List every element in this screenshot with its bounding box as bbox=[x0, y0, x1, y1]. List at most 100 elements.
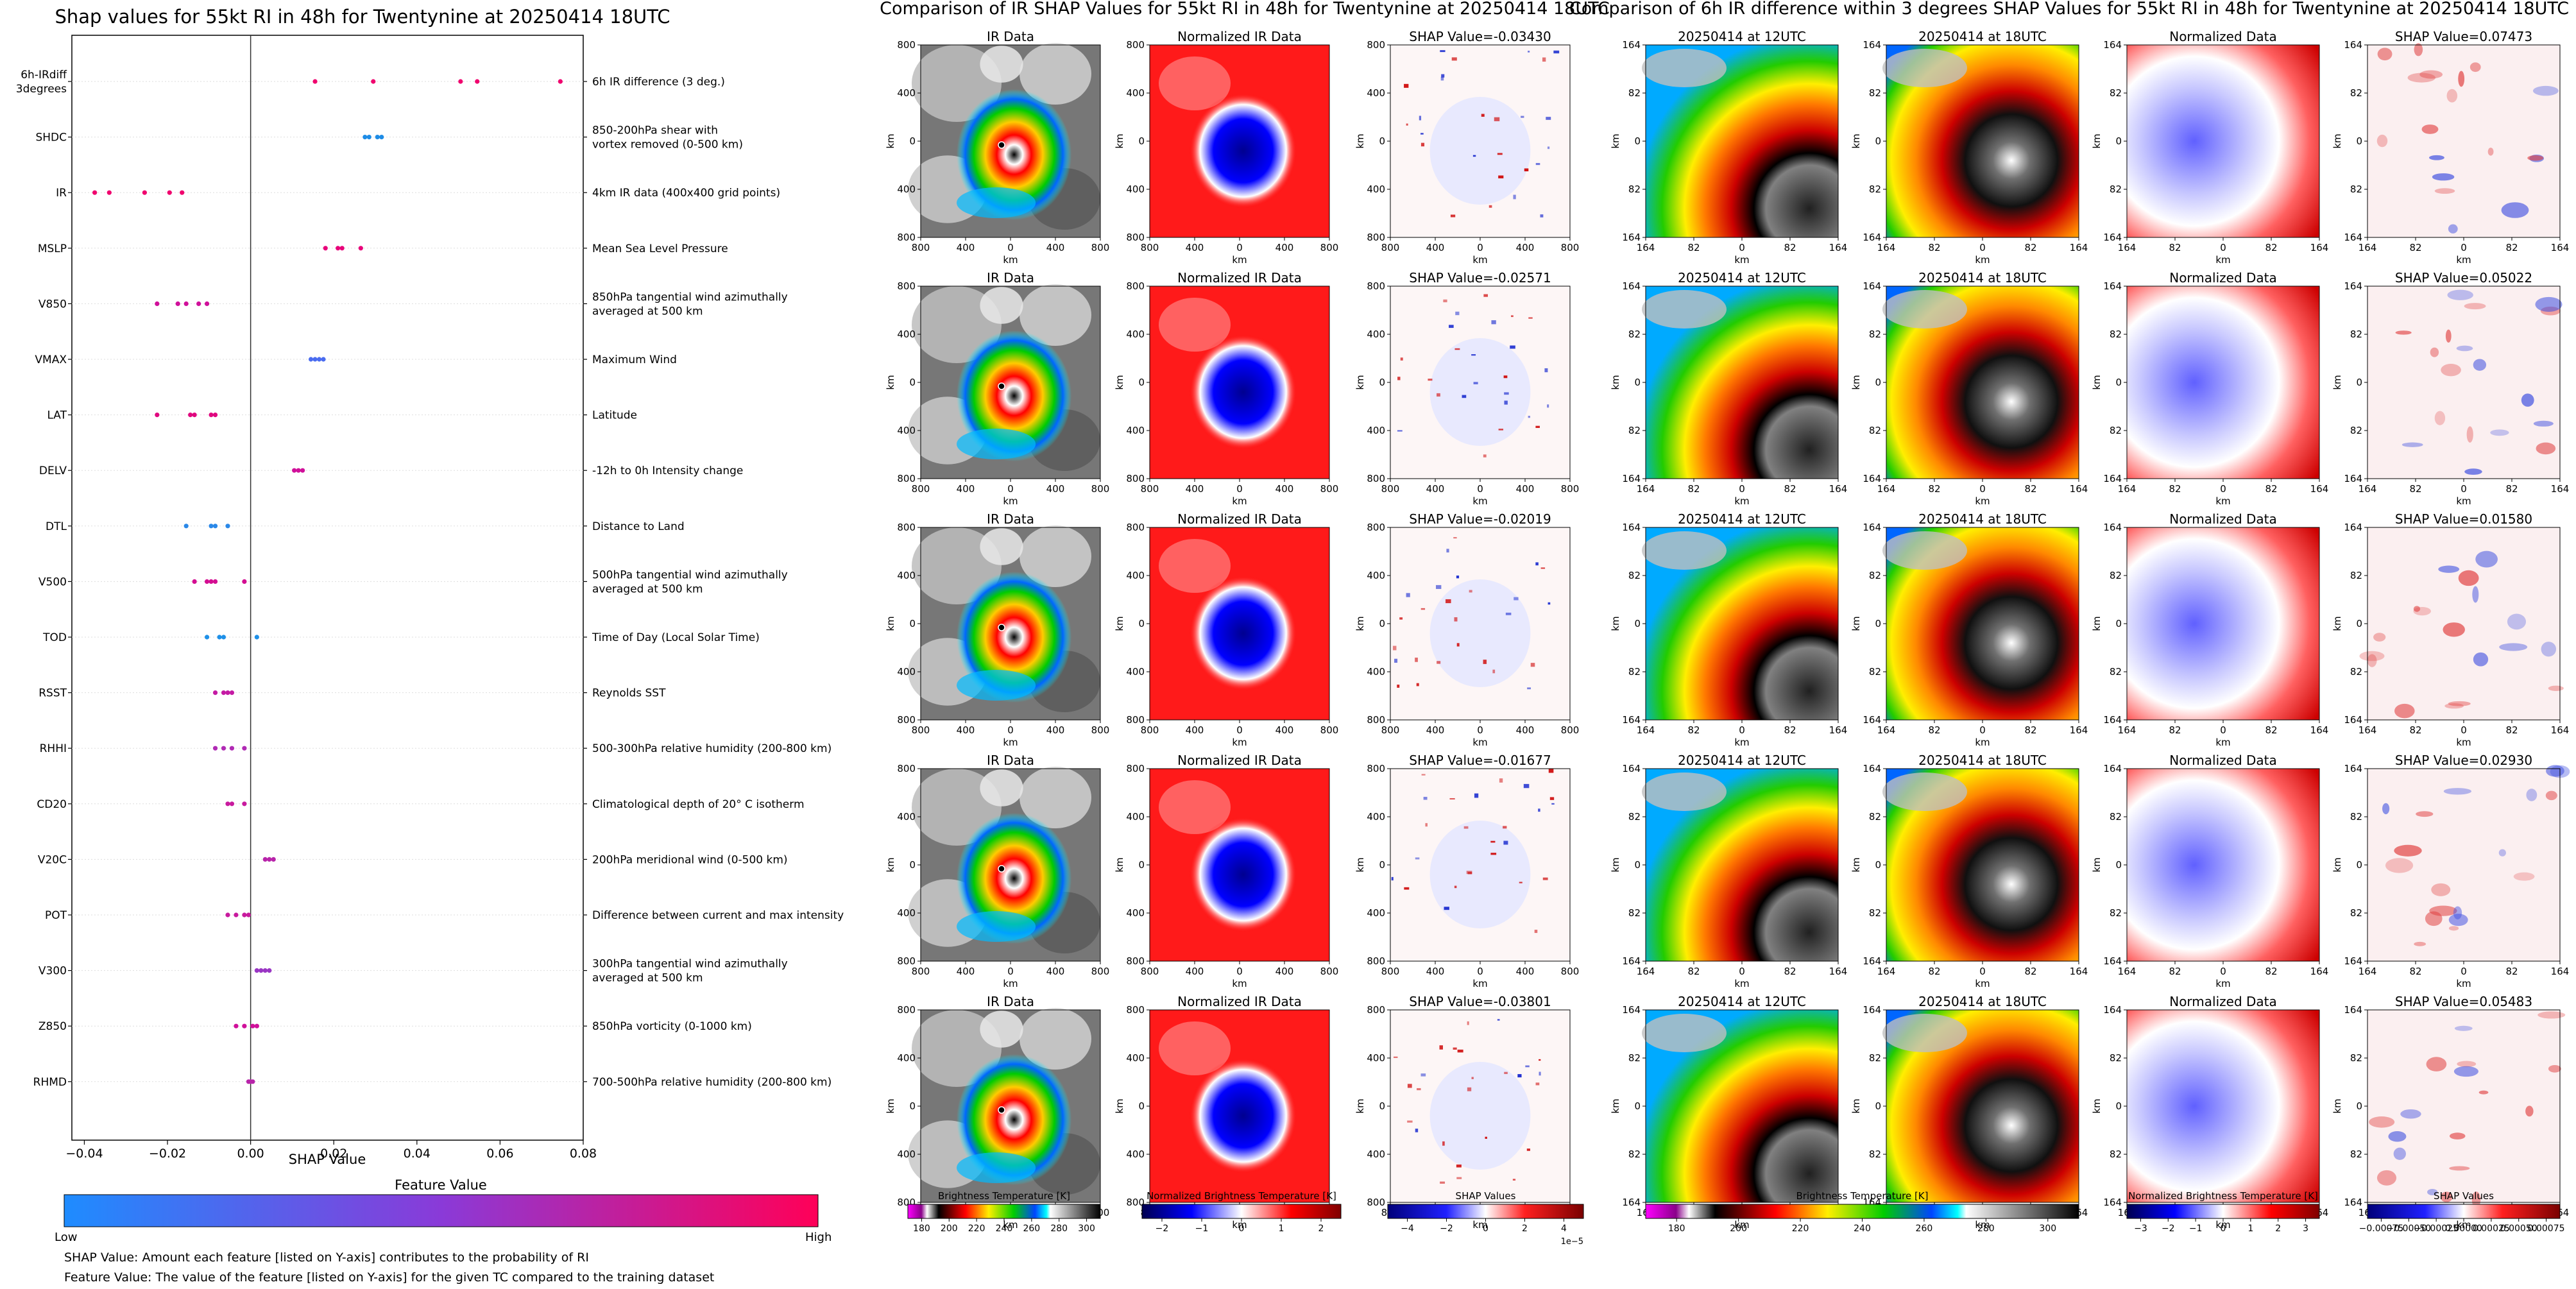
shapdiff-blob bbox=[2432, 173, 2455, 181]
x-axis-label: SHAP Value bbox=[289, 1152, 366, 1167]
colorbar-tick-label: 220 bbox=[1792, 1224, 1809, 1234]
image-panel: 20250414 at 18UTC1641648282008282164164k… bbox=[1850, 29, 2088, 266]
y-tick-label: 82 bbox=[2350, 907, 2362, 919]
ir-image-grid: IR Data80080040040000400400800800kmkmNor… bbox=[885, 29, 1579, 1231]
shapdiff-blob bbox=[2533, 420, 2554, 427]
feature-label: V20C bbox=[38, 853, 67, 866]
shap-speck bbox=[1528, 416, 1530, 418]
feature-label: TOD bbox=[42, 631, 67, 644]
normdiff-image bbox=[2127, 1010, 2319, 1202]
y-tick-label: 400 bbox=[1367, 425, 1385, 436]
x-tick-label: 400 bbox=[1275, 724, 1294, 736]
x-tick-label: 164 bbox=[1637, 483, 1655, 495]
shap-speck bbox=[1498, 175, 1504, 178]
y-tick-label: 400 bbox=[897, 666, 916, 678]
shapdiff-blob bbox=[2487, 148, 2494, 156]
x-tick-label: −0.02 bbox=[149, 1147, 186, 1161]
y-tick-label: 400 bbox=[897, 184, 916, 195]
shapdiff-blob bbox=[2413, 606, 2421, 612]
image-panel: 20250414 at 18UTC1641648282008282164164k… bbox=[1850, 511, 2088, 748]
colorbar-tick-label: 260 bbox=[1916, 1224, 1933, 1234]
panel-title: SHAP Value=0.07473 bbox=[2395, 29, 2532, 44]
y-tick-label: 0 bbox=[1138, 618, 1145, 629]
x-tick-label: 400 bbox=[1186, 724, 1204, 736]
shap-speck bbox=[1467, 1021, 1469, 1025]
colorbar-tick-label: 3 bbox=[2303, 1224, 2308, 1234]
y-tick-label: 164 bbox=[2103, 232, 2122, 243]
normdiff-image bbox=[2127, 45, 2319, 237]
shapdiff-blob bbox=[2499, 643, 2528, 651]
shap-point bbox=[229, 801, 235, 807]
x-axis-label: km bbox=[2215, 978, 2230, 989]
shap-speck bbox=[1443, 299, 1447, 303]
x-axis-label: km bbox=[1472, 1219, 1487, 1231]
norm-highlight bbox=[1159, 1021, 1231, 1075]
x-tick-label: 82 bbox=[2169, 724, 2181, 736]
colorbar-tick-label: −2 bbox=[1440, 1224, 1453, 1234]
shap-speck bbox=[1420, 1073, 1426, 1077]
shapdiff-blob bbox=[2441, 364, 2461, 377]
feature-description: Mean Sea Level Pressure bbox=[592, 243, 728, 255]
y-tick-label: 82 bbox=[2350, 87, 2362, 99]
shap-speck bbox=[1474, 793, 1479, 798]
y-tick-label: 0 bbox=[2356, 1100, 2362, 1112]
y-axis-label: km bbox=[1114, 616, 1125, 631]
panel-title: 20250414 at 12UTC bbox=[1678, 29, 1806, 44]
shapdiff-blob bbox=[2466, 426, 2473, 443]
y-tick-label: 400 bbox=[1367, 329, 1385, 340]
shap-speck bbox=[1420, 142, 1425, 147]
image-panel: Normalized Data1641648282008282164164kmk… bbox=[2091, 753, 2328, 989]
feature-label: LAT bbox=[47, 409, 67, 422]
y-axis-label: km bbox=[2091, 133, 2103, 148]
shap-speck bbox=[1535, 425, 1540, 429]
y-tick-label: 400 bbox=[1367, 87, 1385, 99]
y-tick-label: 0 bbox=[1875, 377, 1881, 388]
shap-speck bbox=[1523, 783, 1530, 789]
shap-point bbox=[212, 690, 218, 696]
y-tick-label: 400 bbox=[897, 570, 916, 581]
shap-speck bbox=[1504, 392, 1509, 395]
shapdiff-background bbox=[2367, 286, 2560, 479]
shap-speck bbox=[1521, 115, 1524, 118]
x-tick-label: 0 bbox=[1477, 966, 1483, 977]
panel-title: 20250414 at 12UTC bbox=[1678, 753, 1806, 768]
y-tick-label: 0 bbox=[1634, 377, 1641, 388]
y-tick-label: 400 bbox=[897, 329, 916, 340]
panel-title: SHAP Value=0.01580 bbox=[2395, 511, 2532, 527]
shapdiff-background bbox=[2367, 1010, 2560, 1202]
shapdiff-blob bbox=[2513, 872, 2535, 881]
feature-description: Maximum Wind bbox=[592, 354, 677, 366]
feature-description: 500hPa tangential wind azimuthally bbox=[592, 568, 788, 581]
feature-description: 700-500hPa relative humidity (200-800 km… bbox=[592, 1076, 832, 1089]
panel-title: Normalized IR Data bbox=[1177, 511, 1302, 527]
colorbar-tick-label: −2 bbox=[1156, 1224, 1169, 1234]
shap-speck bbox=[1451, 57, 1457, 61]
feature-label: V300 bbox=[38, 965, 67, 978]
shap-speck bbox=[1490, 841, 1496, 843]
shap-speck bbox=[1450, 214, 1456, 218]
y-tick-label: 164 bbox=[1863, 232, 1881, 243]
shap-speck bbox=[1549, 797, 1555, 800]
y-tick-label: 164 bbox=[1622, 955, 1641, 967]
shapdiff-blob bbox=[2427, 1188, 2438, 1195]
colorbar-label: Brightness Temperature [K] bbox=[938, 1190, 1070, 1202]
x-tick-label: 800 bbox=[1561, 483, 1580, 495]
shapdiff-blob bbox=[2421, 124, 2439, 134]
colorbar-tick-label: 1 bbox=[1279, 1224, 1284, 1234]
panel-title: SHAP Value=-0.03801 bbox=[1409, 994, 1551, 1009]
x-tick-label: 164 bbox=[2118, 966, 2137, 977]
norm-core bbox=[1189, 1058, 1297, 1174]
y-axis-label: km bbox=[885, 857, 896, 872]
y-tick-label: 800 bbox=[1367, 522, 1385, 533]
x-tick-label: 164 bbox=[1829, 966, 1848, 977]
panel-title: Normalized IR Data bbox=[1177, 994, 1302, 1009]
y-tick-label: 82 bbox=[2350, 425, 2362, 436]
shapdiff-blob bbox=[2447, 289, 2473, 300]
x-tick-label: 82 bbox=[1928, 483, 1940, 495]
x-tick-label: 164 bbox=[1877, 724, 1896, 736]
y-tick-label: 800 bbox=[1367, 1004, 1385, 1016]
x-tick-label: 800 bbox=[912, 483, 930, 495]
x-axis-label: km bbox=[2215, 254, 2230, 266]
y-axis-label: km bbox=[1354, 133, 1366, 148]
panel-title: SHAP Value=-0.03430 bbox=[1409, 29, 1551, 44]
